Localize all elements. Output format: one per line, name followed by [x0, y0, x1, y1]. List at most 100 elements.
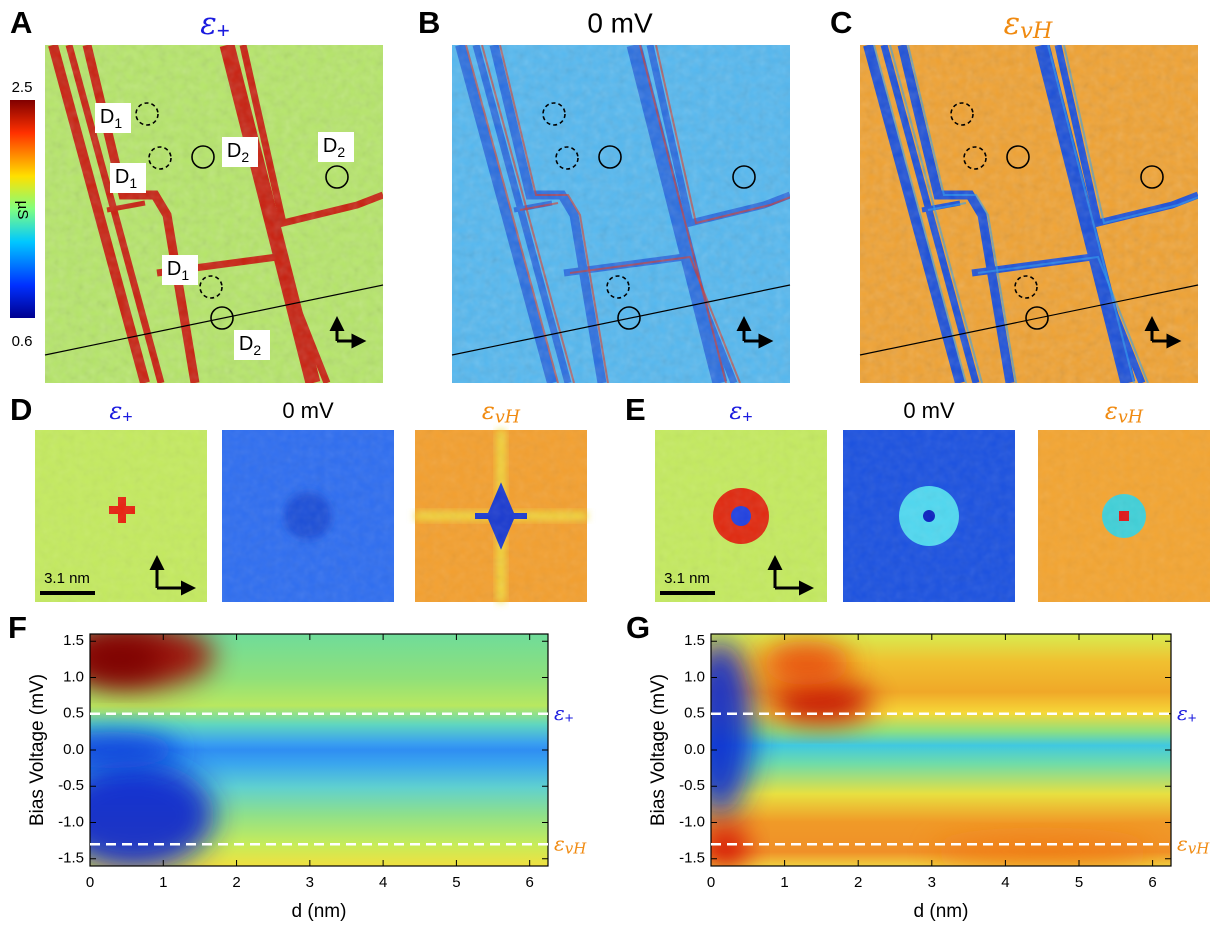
y-tick-label: -0.5: [58, 777, 84, 794]
average-map: [1038, 430, 1210, 602]
label-box: [318, 132, 354, 162]
reference-label: ε+: [554, 700, 574, 726]
panel-label: D: [10, 392, 32, 427]
x-tick-label: 5: [1075, 874, 1083, 891]
defect-marker: [135, 102, 159, 126]
symbol: ε: [109, 397, 122, 425]
y-tick-label: 1.0: [684, 668, 705, 685]
symbol: ε: [729, 397, 742, 425]
label-box: [95, 103, 131, 133]
subscript: +: [742, 406, 752, 426]
scale-bar-label: 3.1 nm: [44, 570, 90, 587]
symbol: ε: [1177, 831, 1188, 855]
defect-marker: [148, 146, 172, 170]
colorbar-unit: µS: [14, 201, 31, 220]
letter: D: [239, 333, 253, 355]
panel-title: 0 mV: [587, 7, 653, 38]
x-tick-label: 4: [1001, 874, 1009, 891]
subscript: +: [565, 710, 574, 727]
panel-label: G: [626, 610, 650, 645]
map-texture: [860, 45, 1198, 383]
map-texture: [655, 430, 827, 602]
defect-marker: [617, 306, 641, 330]
defect-marker: [199, 275, 223, 299]
average-map: [222, 430, 394, 602]
panel-label: E: [625, 392, 646, 427]
heatmap-feature: [762, 641, 851, 685]
average-map: [655, 430, 827, 602]
panel-title: εvH: [482, 397, 521, 428]
y-axis-label: Bias Voltage (mV): [27, 674, 48, 826]
panel-title: εvH: [1004, 6, 1053, 45]
x-tick-label: 4: [379, 874, 387, 891]
symbol: ε: [1105, 397, 1118, 425]
label-box: [162, 255, 198, 285]
label-box: [222, 137, 258, 167]
subscript: vH: [565, 839, 587, 857]
y-tick-label: 0.5: [63, 705, 84, 722]
reference-label: εvH: [1177, 831, 1210, 858]
subscript: 1: [181, 267, 189, 283]
defect-marker: [1006, 145, 1030, 169]
y-tick-label: 0.5: [684, 705, 705, 722]
symbol: ε: [200, 6, 217, 42]
y-tick-label: 0.0: [63, 741, 84, 758]
x-tick-label: 6: [526, 874, 534, 891]
defect-marker: [1025, 306, 1049, 330]
map-texture: [843, 430, 1015, 602]
panel-title: ε+: [200, 6, 230, 43]
line-cut: [859, 284, 1199, 356]
subscript: vH: [1020, 18, 1053, 44]
scale-bar-label: 3.1 nm: [664, 570, 710, 587]
subscript: +: [122, 406, 132, 426]
panel-label: A: [10, 5, 32, 40]
symbol: ε: [1177, 700, 1188, 724]
symbol: ε: [482, 397, 495, 425]
letter: D: [323, 135, 337, 157]
heatmap: [711, 634, 1171, 866]
heatmap-feature: [711, 826, 748, 866]
y-tick-label: -0.5: [679, 777, 705, 794]
map-texture: [415, 430, 587, 602]
letter: D: [115, 166, 129, 188]
line-cut: [451, 284, 791, 356]
subscript: vH: [1118, 408, 1144, 428]
average-map: [843, 430, 1015, 602]
y-tick-label: 0.0: [684, 741, 705, 758]
colorbar-min: 0.6: [12, 333, 33, 350]
y-tick-label: -1.5: [58, 850, 84, 867]
x-tick-label: 2: [854, 874, 862, 891]
defect-marker: [963, 146, 987, 170]
subscript: 1: [114, 115, 122, 131]
colorbar: [10, 100, 35, 318]
letter: D: [227, 140, 241, 162]
x-tick-label: 0: [707, 874, 715, 891]
subscript: +: [217, 18, 230, 43]
x-tick-label: 0: [86, 874, 94, 891]
defect-marker: [606, 275, 630, 299]
defect-marker: [598, 145, 622, 169]
x-tick-label: 2: [232, 874, 240, 891]
x-tick-label: 6: [1148, 874, 1156, 891]
heatmap: [90, 634, 548, 866]
map-texture: [45, 45, 383, 383]
defect-marker: [1014, 275, 1038, 299]
letter: D: [100, 106, 114, 128]
y-tick-label: -1.5: [679, 850, 705, 867]
defect-marker: [1140, 165, 1164, 189]
letter: D: [167, 258, 181, 280]
defect-label: D2: [227, 140, 249, 164]
y-axis-label: Bias Voltage (mV): [648, 674, 669, 826]
defect-label: D2: [239, 333, 261, 357]
heatmap-feature: [90, 637, 164, 682]
panel-title: ε+: [729, 397, 752, 427]
defect-marker: [191, 145, 215, 169]
y-tick-label: -1.0: [679, 813, 705, 830]
defect-marker: [210, 306, 234, 330]
defect-label: D1: [115, 166, 137, 190]
x-tick-label: 1: [780, 874, 788, 891]
symbol: ε: [554, 831, 565, 855]
panel-label: F: [8, 610, 27, 645]
line-cut: [44, 284, 384, 356]
